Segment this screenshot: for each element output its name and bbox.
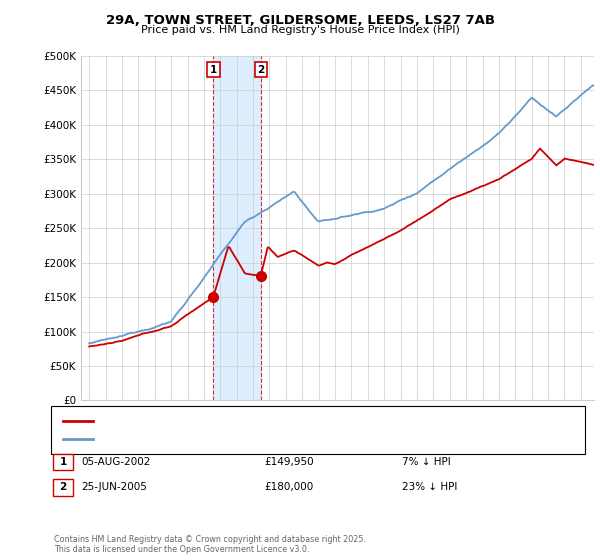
Text: 2: 2 [59,482,67,492]
Text: £149,950: £149,950 [264,457,314,467]
Text: 1: 1 [210,65,217,75]
Text: 7% ↓ HPI: 7% ↓ HPI [402,457,451,467]
Text: £180,000: £180,000 [264,482,313,492]
Text: 05-AUG-2002: 05-AUG-2002 [81,457,151,467]
Text: Price paid vs. HM Land Registry's House Price Index (HPI): Price paid vs. HM Land Registry's House … [140,25,460,35]
Text: 2: 2 [257,65,265,75]
Text: Contains HM Land Registry data © Crown copyright and database right 2025.
This d: Contains HM Land Registry data © Crown c… [54,535,366,554]
Text: 23% ↓ HPI: 23% ↓ HPI [402,482,457,492]
Bar [214,56,261,400]
Text: HPI: Average price, detached house, Leeds: HPI: Average price, detached house, Leed… [99,435,303,444]
Text: 29A, TOWN STREET, GILDERSOME, LEEDS, LS27 7AB: 29A, TOWN STREET, GILDERSOME, LEEDS, LS2… [106,14,494,27]
Text: 1: 1 [59,457,67,467]
Text: 29A, TOWN STREET, GILDERSOME, LEEDS, LS27 7AB (detached house): 29A, TOWN STREET, GILDERSOME, LEEDS, LS2… [99,416,434,425]
Text: 25-JUN-2005: 25-JUN-2005 [81,482,147,492]
